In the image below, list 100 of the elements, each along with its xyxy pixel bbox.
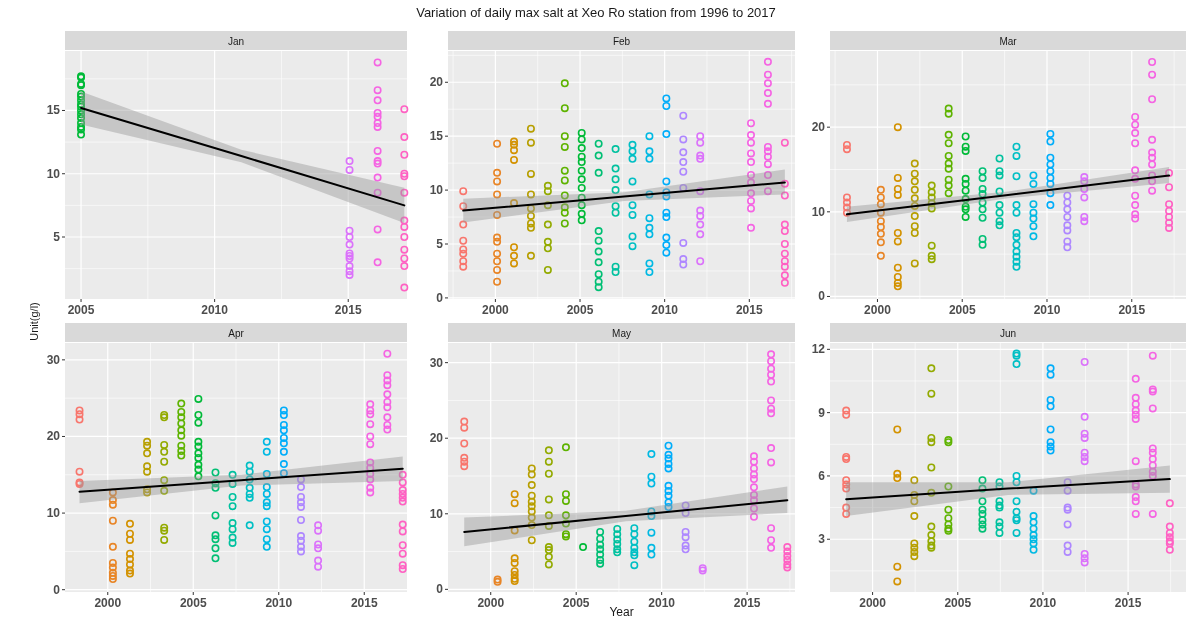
point <box>594 247 603 256</box>
point <box>228 533 237 542</box>
point <box>577 175 586 184</box>
point <box>366 475 375 484</box>
point <box>944 505 953 514</box>
point <box>842 480 851 489</box>
point <box>944 109 953 118</box>
point <box>1029 208 1038 217</box>
point <box>927 522 936 531</box>
point <box>1131 174 1140 183</box>
point <box>194 394 203 403</box>
point <box>262 498 271 507</box>
point <box>1131 166 1140 175</box>
point <box>560 132 569 141</box>
point <box>262 535 271 544</box>
point <box>961 146 970 155</box>
point <box>763 160 772 169</box>
point <box>647 450 656 459</box>
point <box>279 434 288 442</box>
point <box>927 204 936 213</box>
point <box>1080 448 1089 457</box>
point <box>366 488 375 497</box>
point <box>978 484 987 493</box>
point <box>767 404 776 413</box>
point <box>143 441 152 450</box>
point <box>662 233 671 242</box>
point <box>842 455 851 464</box>
point <box>1165 545 1174 554</box>
point <box>613 540 622 549</box>
point <box>314 521 323 530</box>
point <box>783 547 792 556</box>
point <box>645 259 654 268</box>
point <box>493 257 502 266</box>
point <box>1131 139 1140 148</box>
point <box>662 130 671 139</box>
point <box>783 555 792 564</box>
y-tick-label: 12 <box>811 342 826 357</box>
point <box>1012 247 1021 256</box>
point <box>177 407 186 416</box>
point <box>978 205 987 214</box>
point <box>108 516 117 525</box>
point <box>510 571 519 579</box>
point <box>125 569 134 578</box>
point <box>944 130 953 139</box>
point <box>296 483 305 492</box>
point <box>561 519 570 528</box>
point <box>1063 212 1072 221</box>
point <box>995 154 1004 163</box>
point <box>910 543 919 552</box>
point <box>893 237 902 246</box>
point <box>194 418 203 427</box>
point <box>245 493 254 502</box>
point <box>296 532 305 541</box>
x-tick-label: 2005 <box>562 596 590 610</box>
point <box>780 179 789 188</box>
point <box>1165 223 1174 232</box>
point <box>544 446 553 455</box>
point <box>961 142 970 151</box>
point <box>577 216 586 225</box>
point <box>493 177 502 186</box>
point <box>995 221 1004 230</box>
point <box>1012 360 1021 369</box>
point <box>842 476 851 485</box>
point <box>493 210 502 219</box>
point <box>577 201 586 210</box>
point <box>383 349 392 358</box>
point <box>1012 471 1021 480</box>
point <box>1012 528 1021 537</box>
point <box>143 462 152 471</box>
point <box>75 467 84 476</box>
point <box>75 406 84 415</box>
point <box>767 350 776 359</box>
point <box>679 183 688 192</box>
point <box>910 512 919 521</box>
point <box>383 381 392 390</box>
point <box>1012 208 1021 217</box>
point <box>783 563 792 572</box>
point <box>780 227 789 236</box>
point <box>995 522 1004 531</box>
point <box>1063 198 1072 207</box>
point <box>211 531 220 540</box>
y-tick-label: 20 <box>429 75 444 90</box>
point <box>645 147 654 156</box>
point <box>1029 518 1038 527</box>
point <box>560 142 569 151</box>
point <box>594 139 603 148</box>
point <box>510 558 519 567</box>
point <box>262 525 271 534</box>
point <box>1012 257 1021 266</box>
point <box>1029 535 1038 544</box>
point <box>560 176 569 185</box>
point <box>749 512 758 521</box>
point <box>1131 210 1140 219</box>
point <box>296 475 305 484</box>
point <box>296 498 305 507</box>
point <box>628 210 637 219</box>
x-tick-label: 2015 <box>350 596 378 610</box>
point <box>459 249 468 258</box>
point <box>125 566 134 575</box>
point <box>143 485 152 494</box>
